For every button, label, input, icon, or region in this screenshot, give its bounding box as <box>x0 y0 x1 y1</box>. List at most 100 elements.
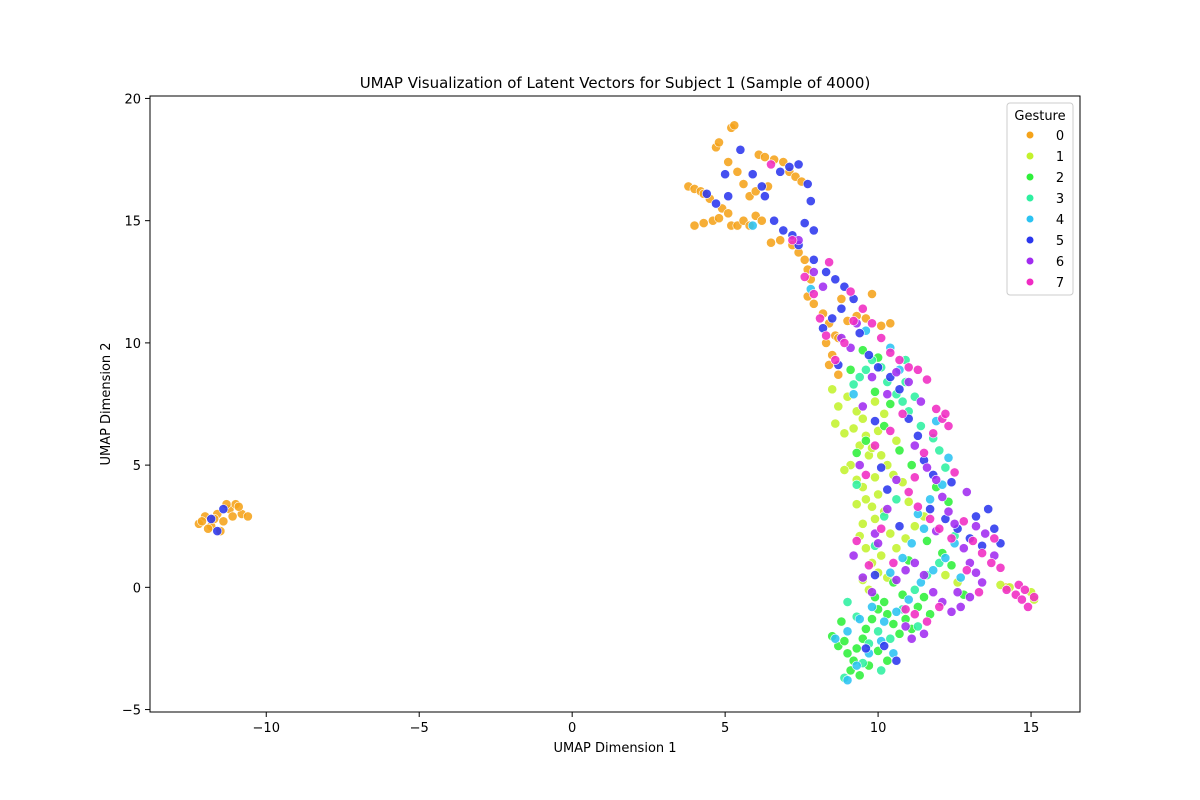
point-gesture-0-39 <box>738 179 749 189</box>
point-gesture-1-1 <box>833 401 844 412</box>
legend-marker-6 <box>1025 256 1035 266</box>
point-gesture-2-17 <box>919 592 929 602</box>
point-gesture-7-21 <box>919 447 929 458</box>
point-gesture-7-46 <box>900 604 911 615</box>
point-gesture-2-20 <box>854 670 865 681</box>
x-tick-label-2: 0 <box>568 721 576 736</box>
point-gesture-5-49 <box>870 416 880 426</box>
point-gesture-5-51 <box>891 655 902 666</box>
point-gesture-1-14 <box>861 494 871 505</box>
point-gesture-1-16 <box>873 489 883 500</box>
point-gesture-4-11 <box>885 567 896 578</box>
point-gesture-1-32 <box>885 528 896 539</box>
point-gesture-7-24 <box>913 501 923 512</box>
point-gesture-5-15 <box>799 218 810 228</box>
point-gesture-5-14 <box>805 196 816 206</box>
point-gesture-7-23 <box>903 487 914 497</box>
point-gesture-6-35 <box>882 504 893 514</box>
point-gesture-1-38 <box>827 384 838 395</box>
point-gesture-6-23 <box>955 602 966 612</box>
point-gesture-6-15 <box>937 491 948 502</box>
point-gesture-2-5 <box>851 643 862 654</box>
point-gesture-6-31 <box>867 587 877 598</box>
x-axis-ticks: −10 −5 0 5 10 15 <box>253 712 1040 736</box>
point-gesture-7-41 <box>974 587 984 598</box>
point-gesture-7-33 <box>989 533 1000 544</box>
point-gesture-5-21 <box>821 267 831 277</box>
point-gesture-7-30 <box>977 548 987 558</box>
point-gesture-5-17 <box>775 166 786 177</box>
point-gesture-5-39 <box>925 504 935 514</box>
point-gesture-1-7 <box>857 413 868 424</box>
point-gesture-1-40 <box>891 435 902 446</box>
point-gesture-7-11 <box>876 333 887 343</box>
point-gesture-1-31 <box>870 396 880 407</box>
point-gesture-4-13 <box>906 538 917 549</box>
point-gesture-6-12 <box>909 440 920 451</box>
point-gesture-6-24 <box>946 606 957 617</box>
point-gesture-0-69 <box>885 318 896 329</box>
point-gesture-5-0 <box>212 526 223 536</box>
point-gesture-2-25 <box>861 435 871 446</box>
x-tick-label-5: 15 <box>1023 721 1040 736</box>
point-gesture-7-8 <box>848 315 859 326</box>
point-gesture-3-22 <box>940 462 951 473</box>
point-gesture-6-38 <box>971 521 981 532</box>
x-tick-label-1: −5 <box>410 721 429 736</box>
x-tick-label-3: 5 <box>721 721 729 736</box>
point-gesture-1-18 <box>857 518 868 529</box>
point-gesture-7-55 <box>940 408 951 419</box>
legend-label-2: 2 <box>1056 171 1064 186</box>
point-gesture-2-38 <box>845 364 856 375</box>
point-gesture-1-35 <box>909 521 920 532</box>
point-gesture-5-2 <box>218 504 229 514</box>
point-gesture-4-23 <box>848 389 859 400</box>
point-gesture-4-21 <box>943 452 954 463</box>
point-gesture-0-12 <box>233 501 244 512</box>
point-gesture-5-34 <box>913 430 923 441</box>
point-gesture-7-6 <box>830 355 841 365</box>
point-gesture-7-47 <box>888 558 899 568</box>
point-gesture-6-20 <box>971 567 981 578</box>
point-gesture-4-16 <box>851 660 862 671</box>
point-gesture-1-51 <box>870 472 880 483</box>
point-gesture-6-33 <box>848 550 859 561</box>
point-gesture-0-74 <box>836 293 847 304</box>
point-gesture-7-17 <box>931 403 942 414</box>
point-gesture-0-11 <box>227 511 238 522</box>
point-gesture-5-20 <box>808 254 819 265</box>
point-gesture-3-2 <box>861 364 871 375</box>
point-gesture-7-15 <box>913 364 923 375</box>
point-gesture-6-2 <box>818 281 828 292</box>
point-gesture-3-7 <box>897 396 908 407</box>
point-gesture-4-30 <box>955 572 966 583</box>
point-gesture-5-6 <box>735 144 746 155</box>
point-gesture-5-4 <box>711 198 721 209</box>
point-gesture-1-45 <box>876 550 887 561</box>
point-gesture-2-26 <box>870 386 880 397</box>
point-gesture-6-11 <box>916 396 926 407</box>
point-gesture-5-16 <box>808 225 819 236</box>
x-axis-label: UMAP Dimension 1 <box>553 741 676 756</box>
point-gesture-6-47 <box>854 460 865 470</box>
point-gesture-3-30 <box>876 665 887 676</box>
point-gesture-0-38 <box>732 166 743 177</box>
point-gesture-0-36 <box>729 120 740 131</box>
point-gesture-2-43 <box>836 616 847 627</box>
point-gesture-5-48 <box>946 477 957 488</box>
point-gesture-7-5 <box>821 330 831 341</box>
legend-marker-2 <box>1025 172 1035 182</box>
point-gesture-6-1 <box>808 267 819 277</box>
point-gesture-3-0 <box>848 379 859 390</box>
point-gesture-7-1 <box>787 235 798 246</box>
point-gesture-5-50 <box>879 641 890 651</box>
point-gesture-1-44 <box>870 514 880 524</box>
point-gesture-0-22 <box>698 218 709 228</box>
x-tick-label-4: 10 <box>870 721 887 736</box>
point-gesture-1-36 <box>903 496 914 507</box>
point-gesture-5-46 <box>983 504 994 514</box>
y-axis-ticks: −5 0 5 10 15 20 <box>122 92 150 719</box>
chart-title: UMAP Visualization of Latent Vectors for… <box>360 74 871 92</box>
